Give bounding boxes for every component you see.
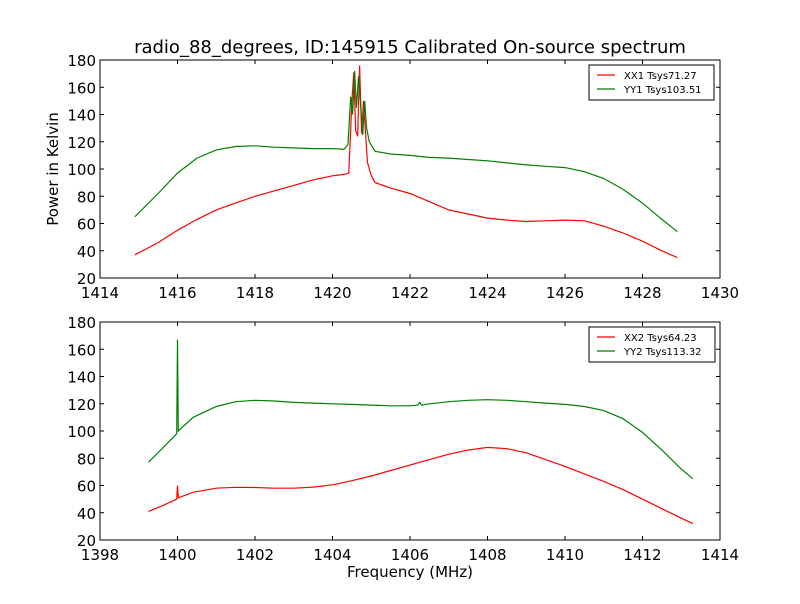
x-tick-label: 1428 bbox=[623, 284, 661, 302]
x-tick-label: 1408 bbox=[468, 546, 506, 564]
x-tick-label: 1430 bbox=[701, 284, 739, 302]
x-tick-label: 1410 bbox=[546, 546, 584, 564]
x-tick-label: 1416 bbox=[158, 284, 196, 302]
legend-entry: YY2 Tsys113.32 bbox=[623, 347, 702, 358]
legend-entry: XX1 Tsys71.27 bbox=[624, 71, 697, 82]
x-tick-label: 1402 bbox=[236, 546, 274, 564]
x-tick-label: 1398 bbox=[81, 546, 119, 564]
legend-entry: YY1 Tsys103.51 bbox=[623, 85, 702, 96]
y-tick-label: 20 bbox=[77, 532, 96, 550]
y-tick-label: 120 bbox=[67, 396, 96, 414]
y-tick-label: 120 bbox=[67, 134, 96, 152]
series-line-xx1 bbox=[134, 65, 678, 259]
x-tick-label: 1424 bbox=[468, 284, 506, 302]
series-line-yy2 bbox=[147, 339, 694, 480]
y-tick-label: 80 bbox=[77, 450, 96, 468]
y-tick-label: 180 bbox=[67, 52, 96, 70]
x-tick-label: 1400 bbox=[158, 546, 196, 564]
x-tick-label: 1404 bbox=[313, 546, 351, 564]
y-tick-label: 140 bbox=[67, 369, 96, 387]
y-tick-label: 160 bbox=[67, 341, 96, 359]
y-tick-label: 160 bbox=[67, 79, 96, 97]
y-tick-label: 20 bbox=[77, 270, 96, 288]
y-axis-label: Power in Kelvin bbox=[44, 112, 62, 226]
legend: XX2 Tsys64.23 YY2 Tsys113.32 bbox=[588, 326, 716, 363]
y-tick-label: 140 bbox=[67, 107, 96, 125]
x-tick-label: 1426 bbox=[546, 284, 584, 302]
x-tick-label: 1420 bbox=[313, 284, 351, 302]
y-tick-label: 100 bbox=[67, 423, 96, 441]
legend: XX1 Tsys71.27 YY1 Tsys103.51 bbox=[588, 64, 715, 101]
series-line-xx2 bbox=[148, 446, 694, 525]
x-tick-label: 1406 bbox=[391, 546, 429, 564]
x-axis-label: Frequency (MHz) bbox=[347, 563, 473, 581]
y-tick-label: 100 bbox=[67, 161, 96, 179]
y-tick-label: 180 bbox=[67, 314, 96, 332]
bottom-subplot: 1398 1400 1402 1404 1406 1408 1410 1412 1414 20 40… bbox=[67, 314, 739, 564]
series-line-yy1 bbox=[134, 70, 678, 233]
legend-entry: XX2 Tsys64.23 bbox=[624, 333, 697, 344]
chart-title: radio_88_degrees, ID:145915 Calibrated O… bbox=[134, 37, 686, 58]
x-tick-label: 1412 bbox=[623, 546, 661, 564]
x-tick-label: 1422 bbox=[391, 284, 429, 302]
top-subplot: 1414 1416 1418 1420 1422 1424 1426 1428 1430 20 40… bbox=[67, 52, 739, 302]
y-tick-label: 60 bbox=[77, 216, 96, 234]
x-tick-label: 1414 bbox=[701, 546, 739, 564]
legend-box bbox=[588, 326, 716, 363]
y-tick-label: 60 bbox=[77, 478, 96, 496]
x-tick-label: 1418 bbox=[236, 284, 274, 302]
x-tick-label: 1414 bbox=[81, 284, 119, 302]
y-tick-label: 80 bbox=[77, 188, 96, 206]
y-tick-label: 40 bbox=[77, 243, 96, 261]
legend-box bbox=[588, 64, 715, 101]
y-tick-label: 40 bbox=[77, 505, 96, 523]
